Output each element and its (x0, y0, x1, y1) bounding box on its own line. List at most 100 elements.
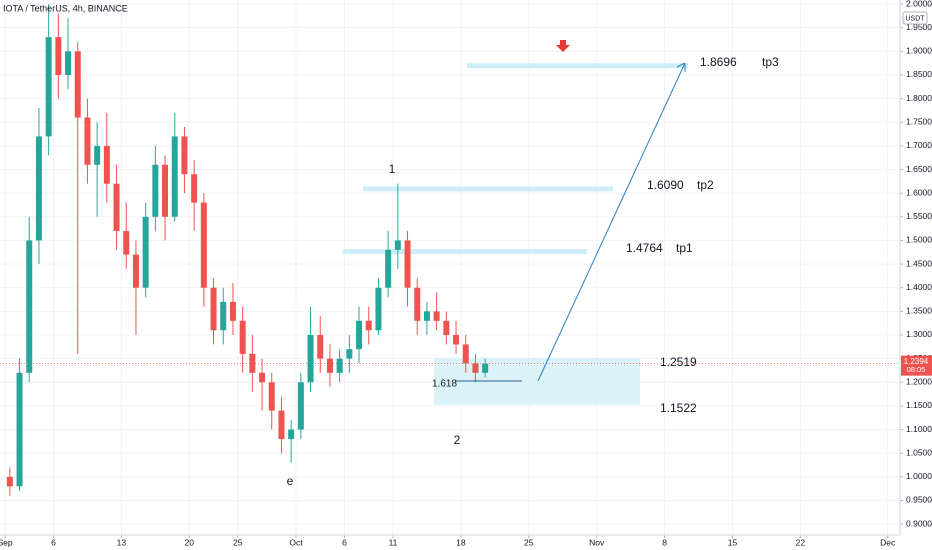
candle-body (55, 37, 62, 75)
x-tick-label: 11 (389, 537, 398, 547)
target-level (467, 63, 688, 69)
y-tick-label: 0.9000 (906, 518, 932, 528)
candle-body (181, 136, 188, 175)
zone-bottom-label: 1.1522 (660, 401, 697, 415)
y-tick-label: 1.6500 (906, 164, 932, 174)
level-tag: tp1 (676, 241, 693, 255)
x-tick-label: 20 (185, 537, 195, 547)
candle-body (26, 240, 33, 373)
candle-body (288, 429, 295, 440)
candle-body (317, 334, 324, 359)
y-tick-label: 1.1000 (906, 424, 932, 434)
candle-body (326, 358, 333, 373)
y-tick-label: 1.5000 (906, 235, 932, 245)
candle-body (259, 372, 266, 383)
candle-body (171, 136, 178, 217)
y-tick-label: 1.0000 (906, 471, 932, 481)
candle-body (365, 320, 372, 331)
candle-body (297, 382, 304, 430)
level-value: 1.4764 (626, 241, 663, 255)
candle-body (74, 51, 81, 118)
candle-body (35, 136, 42, 241)
target-level (363, 186, 613, 192)
chart-title: IOTA / TetherUS, 4h, BINANCE (3, 3, 128, 13)
x-tick-label: Dec (880, 537, 896, 547)
candle-body (453, 334, 460, 345)
y-tick-label: 1.8500 (906, 69, 932, 79)
candle-body (113, 183, 120, 231)
projection-arrow (537, 62, 686, 382)
candle-body (152, 164, 159, 217)
y-tick-label: 1.3500 (906, 306, 932, 316)
candle-body (433, 311, 440, 321)
candle-body (45, 37, 52, 137)
candle-body (346, 349, 353, 359)
y-tick-label: 1.0500 (906, 447, 932, 457)
candle-body (249, 353, 256, 373)
candle-body (268, 382, 275, 411)
wave-label: 2 (454, 433, 461, 447)
candle-body (375, 287, 382, 331)
candle-body (142, 216, 149, 288)
candle-body (394, 240, 401, 250)
x-tick-label: 15 (728, 537, 738, 547)
y-tick-label: 1.9000 (906, 46, 932, 56)
x-tick-label: 13 (117, 537, 127, 547)
wave-label: e (287, 474, 294, 488)
candle-body (443, 320, 450, 335)
wave-label: 1 (389, 162, 396, 176)
zone-top-label: 1.2519 (660, 355, 697, 369)
y-tick-label: 1.6000 (906, 187, 932, 197)
candle-body (103, 145, 110, 184)
y-tick-label: 0.9500 (906, 495, 932, 505)
x-tick-label: 8 (662, 537, 667, 547)
candle-body (210, 287, 217, 331)
y-tick-label: 1.2000 (906, 377, 932, 387)
y-tick-label: 1.7000 (906, 140, 932, 150)
last-price-badge (901, 355, 932, 376)
candle-body (16, 372, 23, 487)
candle-body (482, 363, 489, 373)
x-tick-label: Sep (0, 537, 13, 547)
candle-body (162, 164, 169, 217)
level-value: 1.8696 (700, 55, 737, 69)
x-tick-label: Nov (589, 537, 605, 547)
x-tick-label: 6 (342, 537, 347, 547)
countdown-label: 08:05 (907, 365, 926, 374)
y-tick-label: 1.7500 (906, 116, 932, 126)
candle-body (414, 287, 421, 321)
x-tick-label: 22 (796, 537, 806, 547)
candle-body (6, 476, 13, 487)
y-tick-label: 1.9500 (906, 22, 932, 32)
y-tick-label: 1.1500 (906, 400, 932, 410)
candle-body (356, 320, 363, 350)
candle-body (191, 174, 198, 203)
y-tick-label: 1.3000 (906, 329, 932, 339)
level-tag: tp3 (762, 55, 779, 69)
candle-body (404, 240, 411, 288)
x-tick-label: Oct (289, 537, 303, 547)
candle-body (385, 249, 392, 288)
level-tag: tp2 (697, 178, 714, 192)
candle-body (278, 410, 285, 440)
x-tick-label: 6 (51, 537, 56, 547)
candle-body (94, 145, 101, 165)
currency-badge (902, 11, 928, 25)
candle-body (84, 117, 91, 165)
y-tick-label: 1.8000 (906, 93, 932, 103)
candle-body (65, 51, 72, 75)
y-tick-label: 2.0000 (906, 0, 932, 8)
last-price-label: 1.2394 (904, 357, 929, 366)
candle-body (123, 230, 130, 255)
arrow-head (676, 62, 686, 72)
y-tick-label: 1.5500 (906, 211, 932, 221)
target-level (343, 249, 587, 255)
y-tick-label: 1.4500 (906, 258, 932, 268)
x-tick-label: 25 (233, 537, 243, 547)
candle-body (239, 320, 246, 354)
candle-body (220, 301, 227, 331)
currency-label: USDT (905, 15, 925, 22)
